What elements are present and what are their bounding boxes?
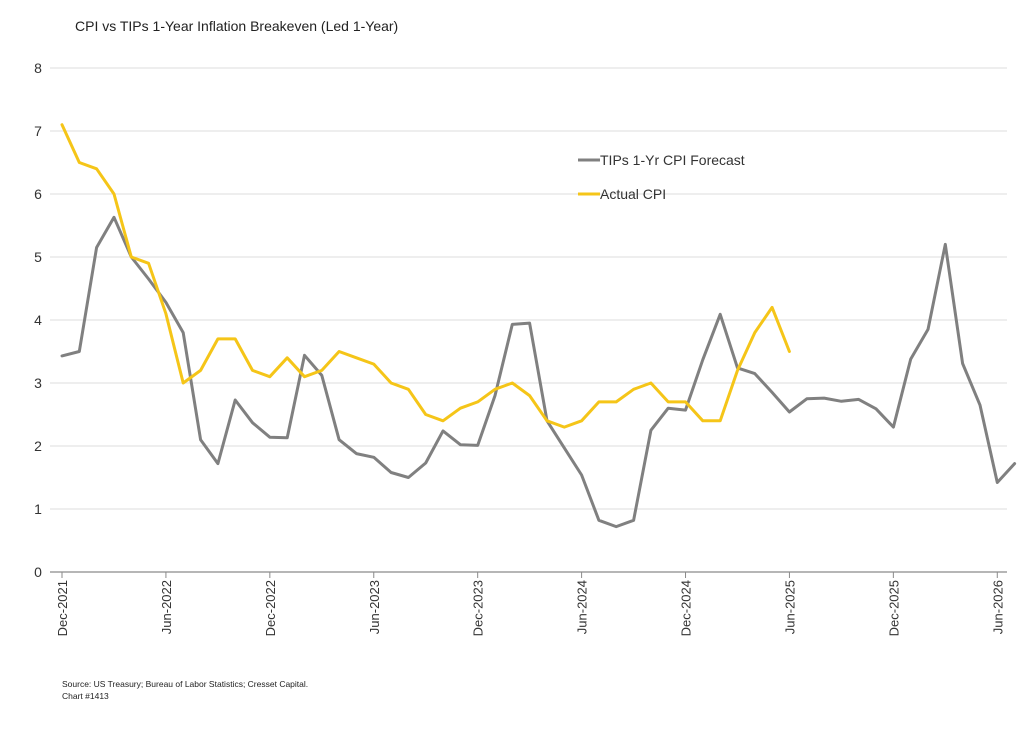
x-tick-label: Dec-2023 (471, 580, 486, 636)
x-tick-label: Dec-2025 (886, 580, 901, 636)
y-tick-label: 4 (34, 312, 42, 328)
gridlines (50, 67, 1007, 573)
x-tick-label: Jun-2026 (990, 580, 1005, 634)
source-line: Source: US Treasury; Bureau of Labor Sta… (62, 679, 309, 689)
y-axis: 0 1 2 3 4 5 6 7 8 (34, 60, 42, 580)
chart-title: CPI vs TIPs 1-Year Inflation Breakeven (… (75, 18, 399, 34)
actual-cpi-line (60, 123, 791, 429)
x-tick-label: Jun-2023 (367, 580, 382, 634)
y-tick-label: 5 (34, 249, 42, 265)
tips-forecast-line (60, 215, 1017, 529)
x-axis: Dec-2021 Jun-2022 Dec-2022 Jun-2023 Dec-2023… (55, 572, 1005, 636)
legend: TIPs 1-Yr CPI Forecast Actual CPI (578, 152, 745, 202)
y-tick-label: 8 (34, 60, 42, 76)
y-tick-label: 0 (34, 564, 42, 580)
x-tick-label: Dec-2024 (679, 580, 694, 636)
y-tick-label: 7 (34, 123, 42, 139)
x-tick-label: Dec-2022 (263, 580, 278, 636)
x-tick-label: Jun-2025 (782, 580, 797, 634)
y-tick-label: 2 (34, 438, 42, 454)
source-note: Source: US Treasury; Bureau of Labor Sta… (62, 678, 308, 702)
legend-label: TIPs 1-Yr CPI Forecast (600, 152, 745, 168)
chart-number: Chart #1413 (62, 691, 109, 701)
series-lines (60, 123, 1017, 529)
y-tick-label: 1 (34, 501, 42, 517)
y-tick-label: 6 (34, 186, 42, 202)
x-tick-label: Jun-2024 (575, 580, 590, 634)
y-tick-label: 3 (34, 375, 42, 391)
x-tick-label: Jun-2022 (159, 580, 174, 634)
legend-label: Actual CPI (600, 186, 666, 202)
x-tick-label: Dec-2021 (55, 580, 70, 636)
